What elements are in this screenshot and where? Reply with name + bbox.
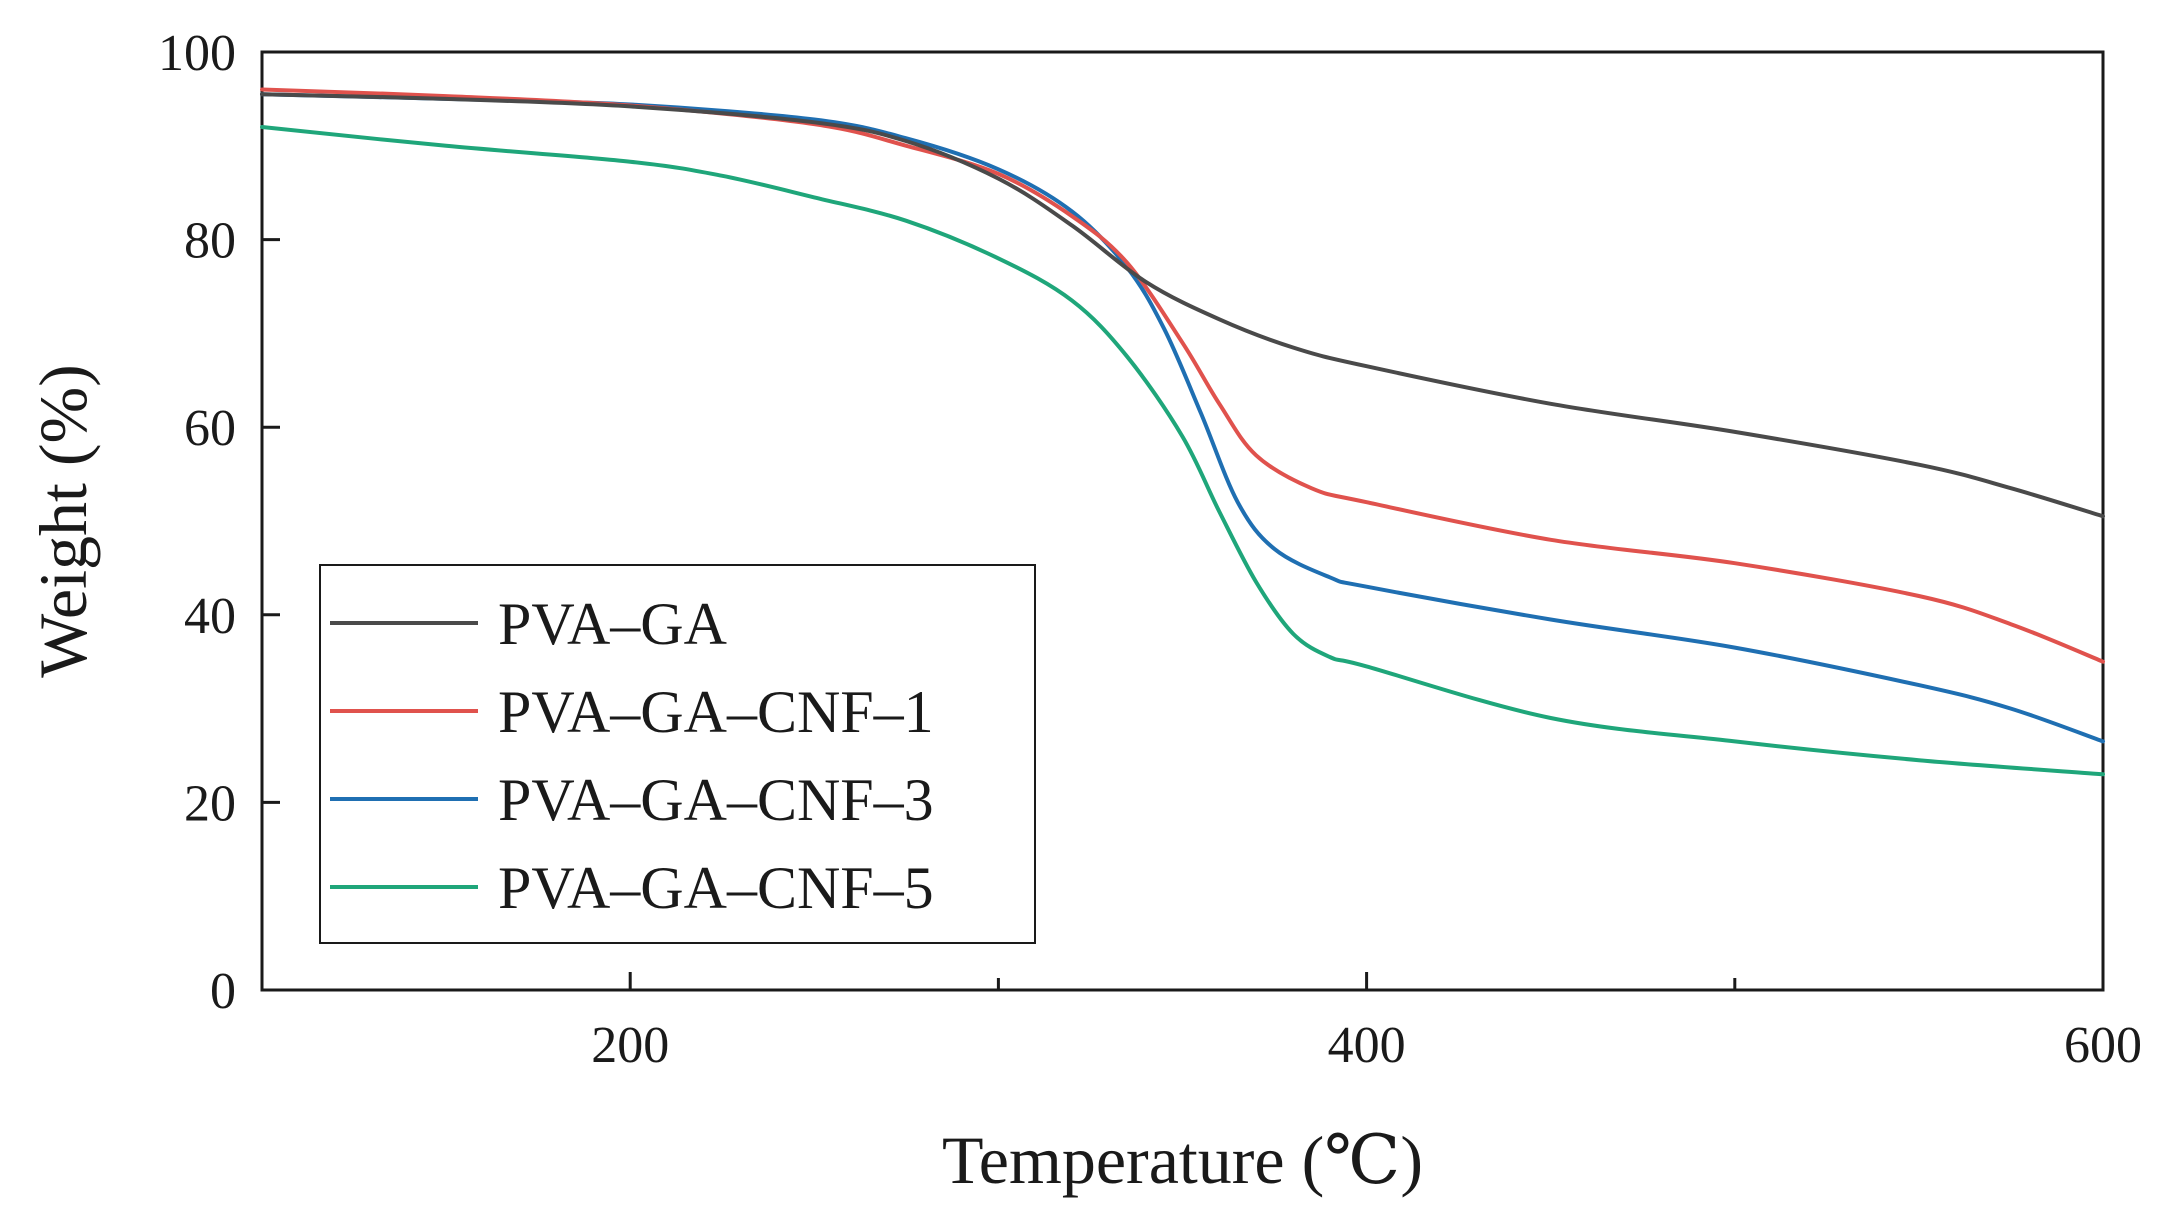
- legend-label-3: PVA–GA–CNF–3: [498, 767, 934, 833]
- y-tick-label: 80: [184, 213, 236, 270]
- y-tick-label: 100: [158, 25, 236, 82]
- series-line-1: [260, 92, 2105, 519]
- x-tick-label: 600: [2064, 1017, 2142, 1074]
- legend-label-4: PVA–GA–CNF–5: [498, 855, 934, 921]
- series-line-3: [260, 92, 2105, 744]
- y-tick-label: 0: [210, 963, 236, 1020]
- y-tick-label: 60: [184, 400, 236, 457]
- series-line-4: [260, 125, 2105, 777]
- axis-tick-labels: 0 20 40 60 80 100 200 400 600: [158, 25, 2142, 1074]
- legend-label-1: PVA–GA: [498, 591, 727, 657]
- y-axis-title: Weight (%): [25, 364, 101, 678]
- axis-ticks: [262, 50, 2105, 992]
- y-tick-label: 20: [184, 775, 236, 832]
- legend-box: [319, 564, 1036, 944]
- x-axis-title: Temperature (℃): [942, 1122, 1423, 1198]
- plot-frame: [260, 50, 2105, 992]
- y-tick-label: 40: [184, 588, 236, 645]
- x-tick-label: 400: [1328, 1017, 1406, 1074]
- x-tick-label: 200: [591, 1017, 669, 1074]
- legend: PVA–GA PVA–GA–CNF–1 PVA–GA–CNF–3 PVA–GA–CNF…: [319, 564, 1036, 944]
- legend-label-2: PVA–GA–CNF–1: [498, 679, 934, 745]
- series-layer: [260, 87, 2105, 777]
